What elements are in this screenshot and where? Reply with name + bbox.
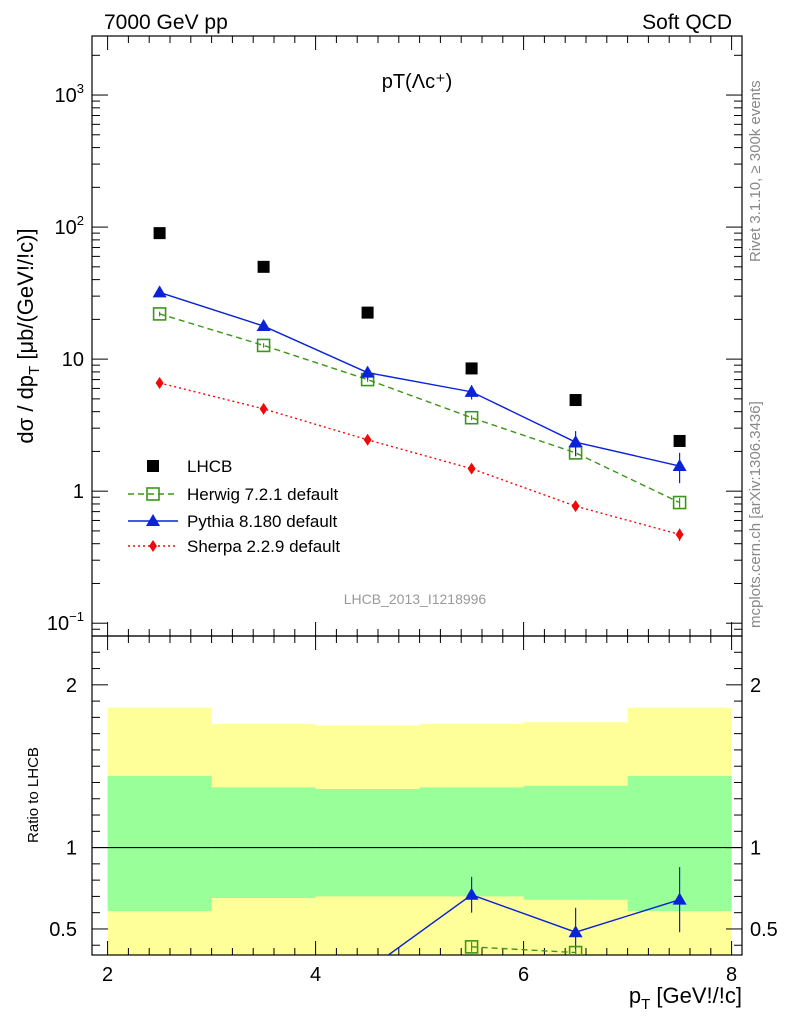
mcplots-label: mcplots.cern.ch [arXiv:1306.3436] <box>747 401 764 628</box>
ratio-y-tick-label-right: 0.5 <box>750 919 778 941</box>
lhcb-point <box>257 260 270 273</box>
ratio-bands <box>92 707 742 955</box>
ratio-y-tick-label-right: 2 <box>750 675 761 697</box>
ratio-series <box>387 867 687 955</box>
x-tick-label: 2 <box>102 964 113 986</box>
legend-pythia-marker <box>146 514 160 526</box>
legend-herwig-label: Herwig 7.2.1 default <box>187 485 338 504</box>
herwig-point <box>256 338 271 353</box>
y-axis-label-text: dσ / dpT [μb/(GeV!/!c)] <box>13 228 43 443</box>
y-axis-label: dσ / dpT [μb/(GeV!/!c)] <box>13 228 43 443</box>
plot-title: pT(Λc⁺) <box>382 71 453 93</box>
sherpa-point <box>675 528 684 541</box>
y-tick-label: 10 <box>62 349 84 371</box>
axis-ticks <box>92 36 742 955</box>
legend: LHCB Herwig 7.2.1 default Pythia 8.180 def… <box>128 457 340 556</box>
main-series <box>152 227 687 541</box>
sherpa-point <box>259 402 268 415</box>
lhcb-point <box>361 306 374 319</box>
y-tick-exponent: 2 <box>77 213 84 228</box>
x-axis-label-part-1: T <box>641 996 650 1013</box>
y-tick-label: 1 <box>73 481 84 503</box>
herwig-line <box>159 313 680 504</box>
y-axis-label-part-1: T <box>26 366 43 375</box>
herwig-ratio-point <box>464 940 479 954</box>
sherpa-point <box>571 500 580 513</box>
y-tick-base: 10 <box>47 613 69 635</box>
y-tick-base: 10 <box>55 217 77 239</box>
sherpa-point <box>467 462 476 475</box>
legend-lhcb-label: LHCB <box>187 457 232 476</box>
y-tick-label: 102 <box>55 213 84 239</box>
y-tick-label: 103 <box>55 81 84 107</box>
pythia-point <box>464 384 479 397</box>
x-tick-label: 4 <box>310 964 321 986</box>
x-tick-label: 6 <box>518 964 529 986</box>
green-band-bin <box>211 787 316 899</box>
y-tick-exponent: −1 <box>69 609 84 624</box>
lhcb-point <box>465 362 478 375</box>
pythia-ratio-point <box>672 892 687 905</box>
ratio-y-tick-label-left: 0.5 <box>49 919 77 941</box>
herwig-ratio-line <box>471 946 576 954</box>
lhcb-point <box>673 434 686 447</box>
legend-lhcb-marker <box>147 460 159 472</box>
x-axis-label-part-2: [GeV!/!c] <box>650 983 742 1008</box>
y-axis-label-part-0: dσ / dp <box>13 375 38 444</box>
green-band-bin <box>523 785 628 900</box>
herwig-ratio-point <box>568 945 583 955</box>
legend-sherpa-label: Sherpa 2.2.9 default <box>187 537 340 556</box>
y-axis-label-part-2: [μb/(GeV!/!c)] <box>13 228 38 365</box>
x-axis-label-part-0: p <box>629 983 641 1008</box>
ratio-y-label: Ratio to LHCB <box>25 747 42 843</box>
pythia-point <box>360 365 375 378</box>
pythia-ratio-point <box>568 925 583 938</box>
pythia-ratio-point <box>464 887 479 900</box>
ratio-frame <box>91 635 743 956</box>
pythia-line <box>159 291 680 467</box>
ratio-y-tick-label-right: 1 <box>750 838 761 860</box>
sherpa-point <box>363 433 372 446</box>
header-left: 7000 GeV pp <box>104 11 228 34</box>
x-axis-label: pT [GeV!/!c] <box>629 983 742 1013</box>
ratio-y-tick-label-left: 1 <box>66 838 77 860</box>
pythia-point <box>256 319 271 332</box>
y-tick-exponent: 3 <box>77 81 84 96</box>
green-band-bin <box>315 788 420 897</box>
x-tick-label: 8 <box>726 964 737 986</box>
herwig-point <box>672 495 687 510</box>
y-tick-label: 10−1 <box>47 609 84 635</box>
legend-herwig-marker <box>146 487 160 501</box>
analysis-id: LHCB_2013_I1218996 <box>344 591 487 607</box>
y-tick-base: 10 <box>55 85 77 107</box>
pythia-ratio-line <box>387 893 680 955</box>
green-band-bin <box>107 775 212 912</box>
sherpa-point <box>155 376 164 389</box>
header-right: Soft QCD <box>642 11 732 34</box>
pythia-point <box>568 435 583 448</box>
legend-pythia-label: Pythia 8.180 default <box>187 512 338 531</box>
legend-sherpa-marker <box>149 540 157 552</box>
ratio-clip-group <box>387 867 687 955</box>
lhcb-point <box>153 227 166 240</box>
herwig-point <box>152 307 167 321</box>
pythia-point <box>672 459 687 472</box>
herwig-point <box>464 410 479 425</box>
ratio-y-tick-label-left: 2 <box>66 675 77 697</box>
rivet-label: Rivet 3.1.10, ≥ 300k events <box>747 80 764 262</box>
lhcb-point <box>569 394 582 407</box>
pythia-point <box>152 285 167 298</box>
x-axis-label-text: pT [GeV!/!c] <box>629 983 742 1013</box>
